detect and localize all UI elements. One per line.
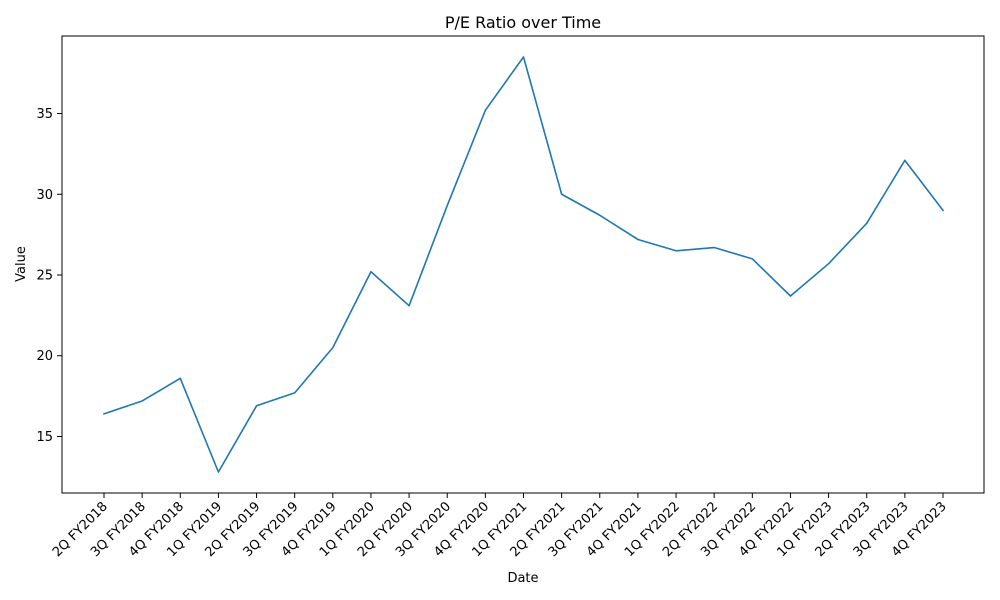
data-point (179, 377, 181, 379)
y-axis-ticks: 15 20 25 30 35 (36, 107, 62, 445)
y-tick-label: 35 (36, 107, 53, 122)
y-axis-label: Value (14, 246, 29, 282)
data-point (675, 250, 677, 252)
data-point (713, 246, 715, 249)
x-axis-label: Date (507, 571, 538, 586)
data-point (751, 258, 753, 260)
series-layer (102, 56, 945, 473)
data-point (370, 271, 372, 273)
data-point (599, 214, 601, 216)
data-point (141, 400, 143, 402)
data-point (866, 222, 868, 224)
chart-title: P/E Ratio over Time (445, 13, 601, 32)
y-tick-label: 25 (36, 268, 53, 283)
data-point (522, 56, 525, 58)
data-point (217, 471, 220, 473)
data-point (827, 263, 830, 265)
data-point (789, 295, 792, 297)
data-point (294, 392, 296, 394)
data-point (408, 305, 410, 307)
data-point (332, 347, 334, 349)
data-point (255, 405, 258, 407)
data-point (103, 413, 105, 415)
y-tick-label: 20 (36, 349, 53, 364)
data-point (446, 204, 448, 207)
data-point (561, 193, 563, 195)
y-tick-label: 15 (36, 430, 53, 445)
data-point (942, 209, 944, 212)
data-point (904, 159, 906, 161)
data-point (637, 238, 639, 241)
y-tick-label: 30 (36, 188, 53, 203)
data-point (484, 109, 486, 111)
plot-area (61, 35, 985, 494)
